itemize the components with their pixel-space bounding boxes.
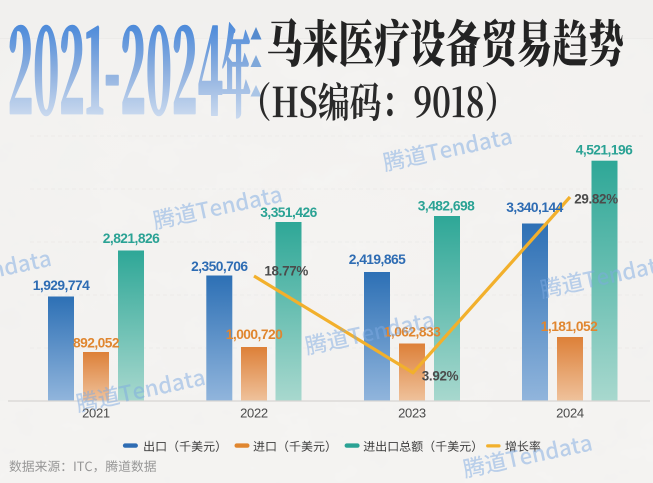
svg-text:3.92%: 3.92% bbox=[422, 369, 459, 384]
svg-text:892,052: 892,052 bbox=[73, 336, 120, 351]
svg-text:3,482,698: 3,482,698 bbox=[418, 199, 475, 214]
svg-text:2024: 2024 bbox=[556, 406, 584, 421]
svg-text:2021: 2021 bbox=[82, 406, 110, 421]
svg-text:1,181,052: 1,181,052 bbox=[541, 319, 598, 334]
svg-text:2,350,706: 2,350,706 bbox=[191, 259, 248, 274]
svg-text:3,351,426: 3,351,426 bbox=[260, 205, 317, 220]
svg-text:18.77%: 18.77% bbox=[264, 264, 308, 279]
svg-text:2022: 2022 bbox=[240, 406, 268, 421]
svg-text:4,521,196: 4,521,196 bbox=[576, 143, 633, 158]
svg-text:3,340,144: 3,340,144 bbox=[506, 200, 563, 215]
svg-text:2023: 2023 bbox=[398, 406, 426, 421]
svg-text:29.82%: 29.82% bbox=[574, 192, 618, 207]
svg-text:1,000,720: 1,000,720 bbox=[226, 327, 283, 342]
svg-text:2,821,826: 2,821,826 bbox=[103, 231, 160, 246]
svg-text:2,419,865: 2,419,865 bbox=[349, 252, 406, 267]
svg-text:1,929,774: 1,929,774 bbox=[33, 278, 90, 293]
